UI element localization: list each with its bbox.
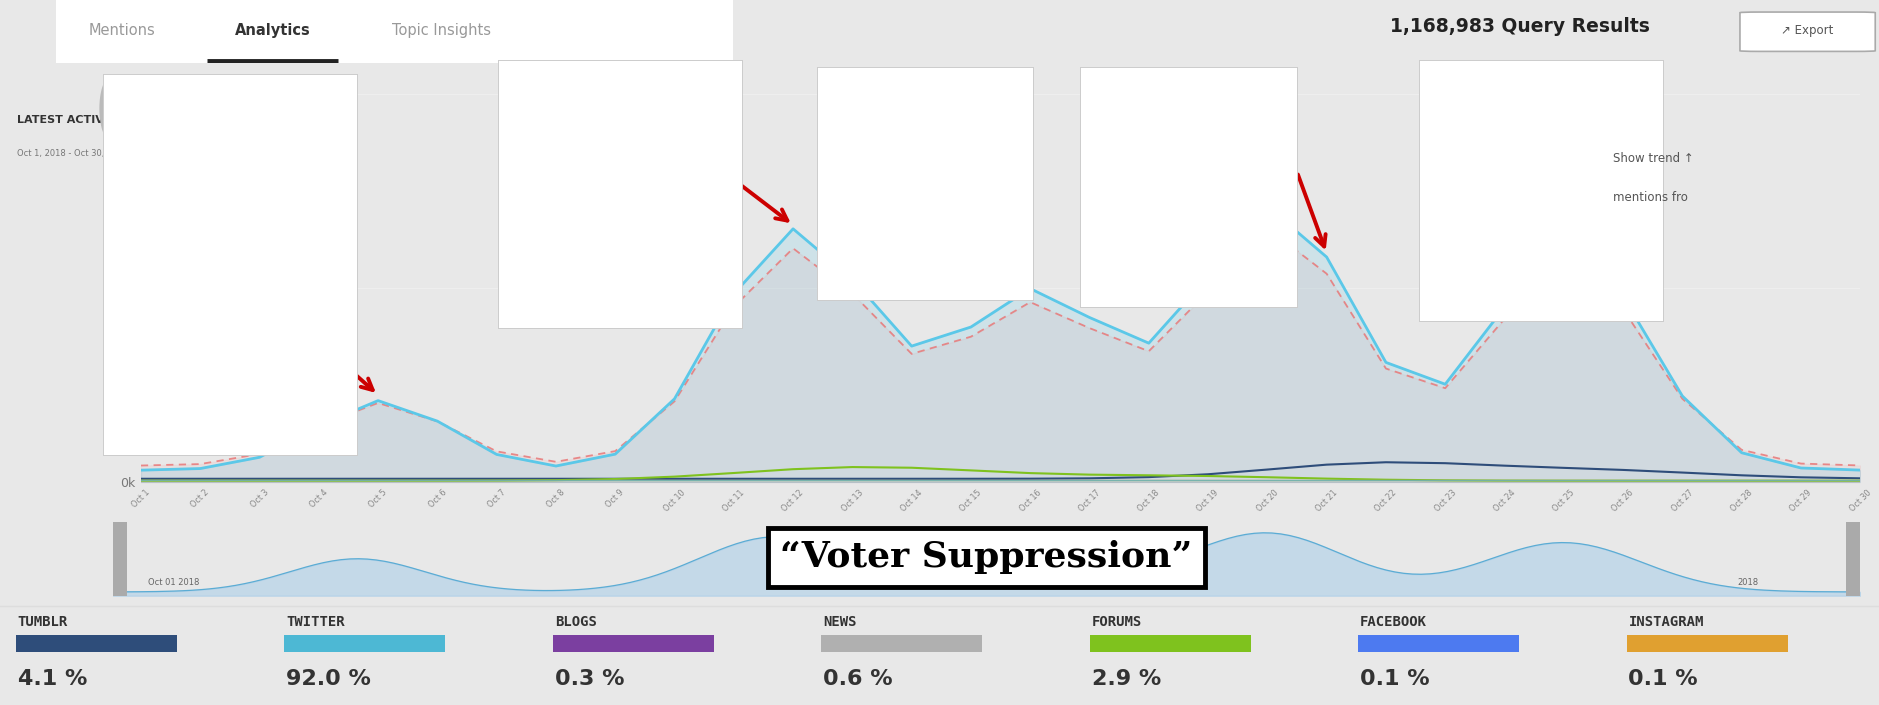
Text: FACEBOOK: FACEBOOK [1360,615,1426,629]
Text: Oct 4: Oct 4 [308,488,329,510]
Text: 2018: 2018 [1738,578,1759,587]
Text: NEWS: NEWS [823,615,857,629]
Text: INSTAGRAM: INSTAGRAM [1629,615,1704,629]
Text: Oct 5: Oct 5 [366,488,389,510]
Bar [1847,522,1860,596]
Text: 1,168,983 Query Results: 1,168,983 Query Results [1390,17,1650,36]
Text: Show trend ↑: Show trend ↑ [1612,152,1693,164]
Text: mentions fro: mentions fro [1612,191,1687,204]
Text: 0.6 %: 0.6 % [823,669,893,689]
Text: “Voter Suppression”: “Voter Suppression” [780,540,1193,575]
Text: Oct 13: Oct 13 [840,488,864,513]
Text: Oct 7: Oct 7 [487,488,507,510]
Text: Oct 26: Oct 26 [1610,488,1635,513]
Text: Oct 11: Oct 11 [722,488,746,513]
Text: 2.9 %: 2.9 % [1092,669,1161,689]
Text: Oct 27: Oct 27 [1670,488,1695,513]
Text: TUMBLR: TUMBLR [19,615,68,629]
Text: Oct 17: Oct 17 [1077,488,1103,513]
Text: Analytics: Analytics [235,23,310,38]
Bar [56,0,733,63]
FancyBboxPatch shape [1740,12,1875,51]
Text: Oct 23: Oct 23 [1432,488,1458,513]
Text: Oct 25: Oct 25 [1552,488,1576,513]
Text: Oct 30: Oct 30 [1847,488,1873,513]
Text: Oct 20: Oct 20 [1255,488,1280,513]
Bar [1090,635,1251,652]
Text: Mentions: Mentions [88,23,156,38]
Text: Oct 3: Oct 3 [248,488,271,510]
Text: Oct 19: Oct 19 [1195,488,1221,513]
Text: Oct 01 2018: Oct 01 2018 [148,578,199,587]
Bar [15,635,177,652]
Text: ↗ Export: ↗ Export [1781,24,1834,37]
Text: ?: ? [107,104,113,114]
Text: Oct 1: Oct 1 [130,488,152,510]
Text: Oct 28: Oct 28 [1729,488,1755,513]
Text: Oct 18: Oct 18 [1137,488,1161,513]
Text: BLOGS: BLOGS [554,615,598,629]
Text: Oct 29: Oct 29 [1789,488,1813,513]
Text: Oct 2: Oct 2 [190,488,210,510]
Text: Oct 1, 2018 - Oct 30, 2018: Oct 1, 2018 - Oct 30, 2018 [17,149,128,159]
Text: 0.3 %: 0.3 % [554,669,624,689]
Text: Oct 8: Oct 8 [545,488,567,510]
Text: Oct 16: Oct 16 [1018,488,1043,513]
Text: 92.0 %: 92.0 % [286,669,372,689]
Text: FORUMS: FORUMS [1092,615,1142,629]
Text: Oct 9: Oct 9 [605,488,626,510]
Bar [113,522,126,596]
Text: Oct 15: Oct 15 [958,488,983,513]
Bar [552,635,714,652]
Text: Oct 21: Oct 21 [1313,488,1340,513]
Text: Oct 14: Oct 14 [898,488,924,513]
Text: TWITTER: TWITTER [286,615,346,629]
Text: Oct 24: Oct 24 [1492,488,1516,513]
Text: Oct 6: Oct 6 [427,488,447,510]
Text: 0.1 %: 0.1 % [1629,669,1699,689]
Text: 4.1 %: 4.1 % [19,669,86,689]
Bar [284,635,445,652]
Bar [821,635,983,652]
Bar [1359,635,1518,652]
Text: Oct 10: Oct 10 [661,488,688,513]
Circle shape [100,78,120,139]
Bar [1627,635,1787,652]
Text: Topic Insights: Topic Insights [393,23,490,38]
Text: LATEST ACTIVITY: LATEST ACTIVITY [17,115,124,125]
Text: 0.1 %: 0.1 % [1360,669,1430,689]
Text: Oct 22: Oct 22 [1374,488,1398,513]
Text: Oct 12: Oct 12 [780,488,806,513]
